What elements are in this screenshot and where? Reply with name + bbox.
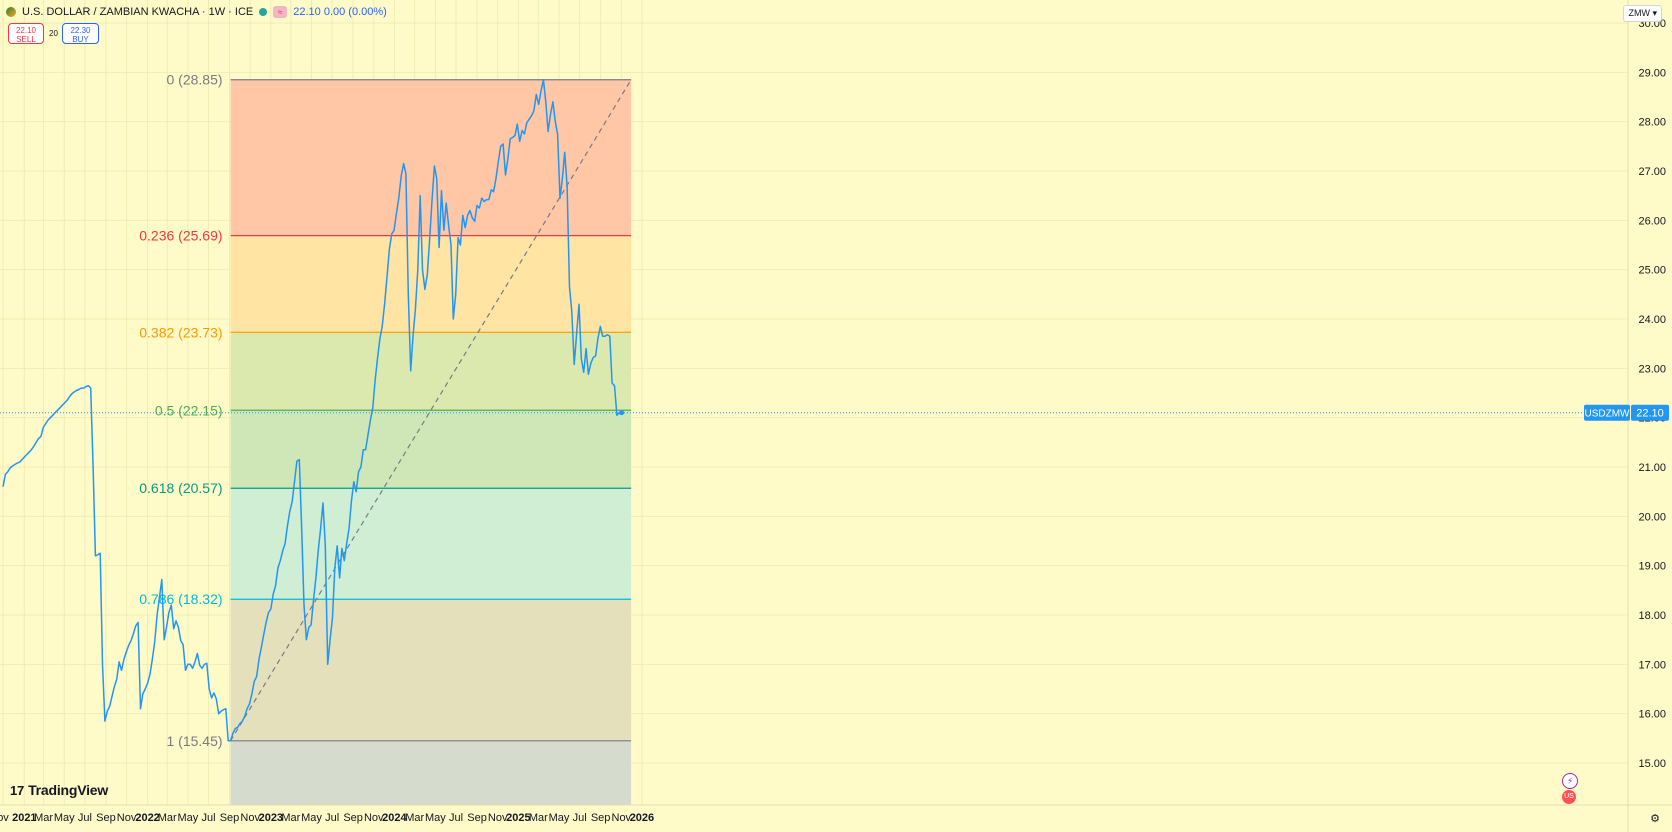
x-tick-label: Mar [158, 812, 177, 824]
last-price-point [619, 410, 625, 416]
fib-trend-line [230, 79, 632, 742]
x-tick-label: Jul [201, 812, 215, 824]
y-tick-label: 24.00 [1638, 314, 1666, 326]
settings-icon[interactable]: ⚙ [1650, 813, 1660, 825]
price-series [0, 78, 1628, 742]
chart-header: U.S. DOLLAR / ZAMBIAN KWACHA · 1W · ICE … [6, 4, 387, 20]
x-tick-label: Nov [364, 812, 384, 824]
last-price-tag-label: 22.10 [1636, 408, 1664, 420]
fib-level-label: 0 (28.85) [166, 72, 222, 88]
x-tick-label: 2021 [12, 812, 36, 824]
fib-zone [230, 740, 632, 805]
fib-level-label: 0.236 (25.69) [139, 228, 222, 244]
sell-label: SELL [16, 35, 36, 44]
fib-zone [230, 332, 632, 411]
fib-zone [230, 410, 632, 489]
x-tick-label: 2026 [630, 812, 654, 824]
x-tick-label: Mar [529, 812, 548, 824]
y-tick-label: 20.00 [1638, 511, 1666, 523]
x-tick-label: Jul [78, 812, 92, 824]
x-tick-label: Jul [325, 812, 339, 824]
x-tick-label: Mar [34, 812, 53, 824]
x-tick-label: May [425, 812, 446, 824]
x-tick-label: Nov [117, 812, 137, 824]
fib-level-label: 1 (15.45) [166, 733, 222, 749]
event-lightning-icon[interactable]: ⚡ [1562, 773, 1578, 789]
fib-level-label: 0.618 (20.57) [139, 480, 222, 496]
x-tick-label: Sep [591, 812, 611, 824]
tradingview-logo[interactable]: 17 TradingView [10, 782, 108, 798]
fib-level-label: 0.786 (18.32) [139, 591, 222, 607]
y-tick-label: 27.00 [1638, 166, 1666, 178]
y-tick-label: 16.00 [1638, 709, 1666, 721]
event-us-flag-icon[interactable]: US [1562, 790, 1576, 804]
x-tick-label: 2025 [506, 812, 530, 824]
sell-button[interactable]: 22.10 SELL [8, 23, 44, 44]
x-tick-label: Sep [343, 812, 363, 824]
wave-icon: ≈ [273, 6, 288, 18]
fib-zone [230, 488, 632, 600]
x-tick-label: Mar [405, 812, 424, 824]
buy-button[interactable]: 22.30 BUY [62, 23, 99, 44]
x-tick-label: May [54, 812, 75, 824]
x-tick-label: Nov [488, 812, 508, 824]
spread-value: 20 [49, 29, 58, 38]
market-status-icon [259, 8, 268, 16]
y-tick-label: 29.00 [1638, 67, 1666, 79]
fib-zone [230, 235, 632, 333]
y-tick-label: 15.00 [1638, 758, 1666, 770]
x-tick-label: May [177, 812, 198, 824]
last-price-tag [1631, 404, 1669, 421]
buy-price: 22.30 [70, 26, 91, 35]
y-tick-label: 28.00 [1638, 117, 1666, 129]
symbol-flag-icon [6, 7, 16, 17]
sell-price: 22.10 [15, 26, 37, 35]
x-tick-label: May [549, 812, 570, 824]
currency-button[interactable]: ZMW ▾ [1623, 5, 1662, 22]
x-tick-label: 2024 [382, 812, 407, 824]
fib-zone [230, 599, 632, 741]
fib-level-label: 0.5 (22.15) [155, 402, 223, 418]
y-tick-label: 19.00 [1638, 561, 1666, 573]
symbol-tag-label: USDZMW [1585, 409, 1631, 420]
y-tick-label: 18.00 [1638, 610, 1666, 622]
y-tick-label: 25.00 [1638, 265, 1666, 277]
price-line [2, 78, 622, 742]
x-tick-label: Sep [96, 812, 116, 824]
tradingview-logo-text: TradingView [28, 782, 109, 798]
tradingview-logo-icon: 17 [10, 782, 25, 798]
x-tick-label: Mar [281, 812, 300, 824]
x-tick-label: Nov [612, 812, 632, 824]
x-tick-label: May [301, 812, 322, 824]
x-tick-label: Jul [449, 812, 463, 824]
x-tick-label: Sep [467, 812, 487, 824]
x-tick-label: 2022 [135, 812, 159, 824]
y-tick-label: 23.00 [1638, 363, 1666, 375]
x-tick-label: Nov [240, 812, 260, 824]
symbol-title[interactable]: U.S. DOLLAR / ZAMBIAN KWACHA · 1W · ICE [22, 6, 254, 18]
buy-label: BUY [72, 35, 89, 44]
symbol-tag [1584, 404, 1630, 421]
price-info: 22.10 0.00 (0.00%) [293, 6, 387, 18]
x-tick-label: Jul [573, 812, 587, 824]
y-tick-label: 17.00 [1638, 659, 1666, 671]
y-tick-label: 21.00 [1638, 462, 1666, 474]
y-tick-label: 26.00 [1638, 215, 1666, 227]
fib-level-label: 0.382 (23.73) [139, 324, 222, 340]
x-tick-label: ov [0, 812, 9, 824]
x-tick-label: 2023 [259, 812, 283, 824]
x-tick-label: Sep [220, 812, 240, 824]
